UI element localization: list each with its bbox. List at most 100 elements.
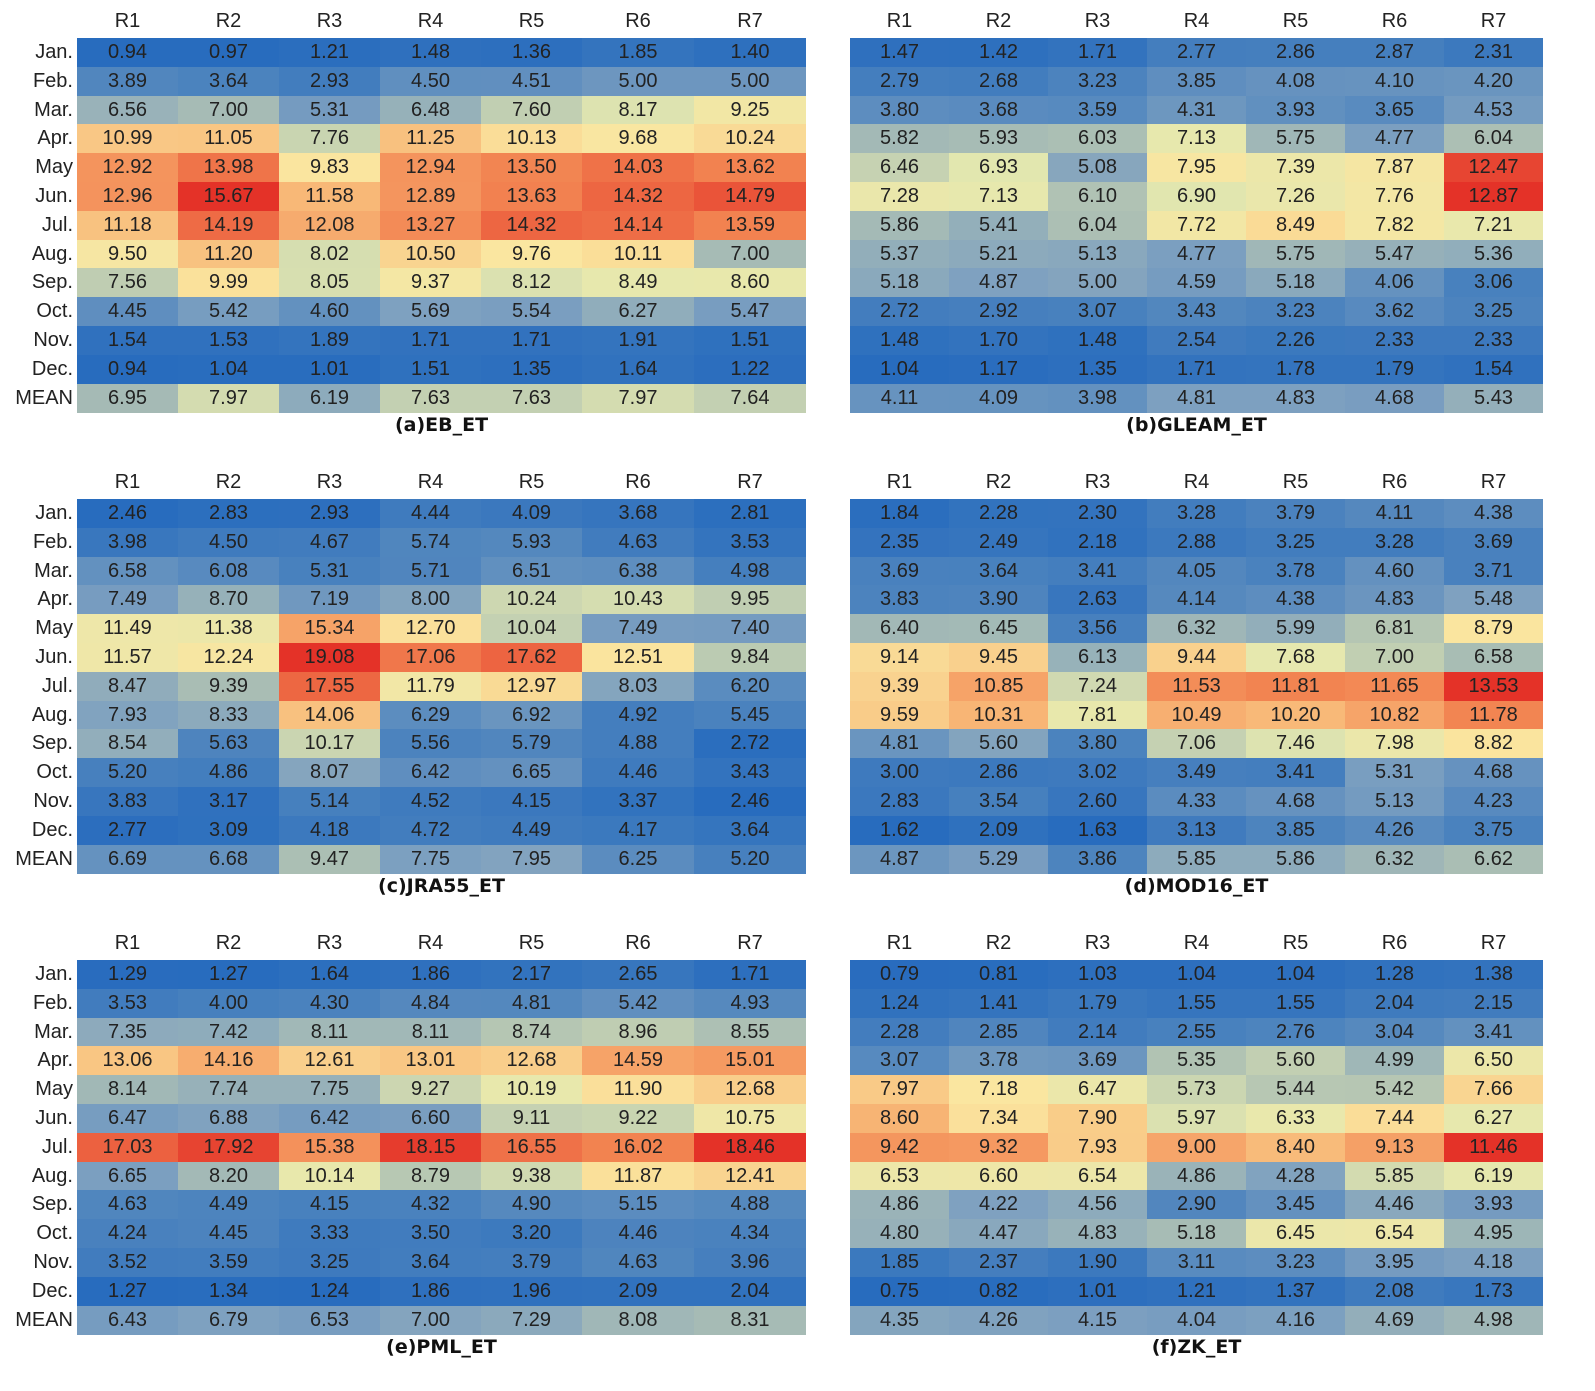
heatmap-cell: 2.87 (1345, 38, 1444, 67)
heatmap-cell: 8.55 (694, 1018, 806, 1047)
heatmap-cell: 1.85 (582, 38, 694, 67)
heatmap-cell: 5.93 (949, 124, 1048, 153)
heatmap-cell: 12.87 (1444, 182, 1543, 211)
heatmap-cell: 2.83 (850, 787, 949, 816)
row-label: May (35, 1078, 73, 1100)
row-label: Mar. (34, 560, 73, 582)
heatmap-cell: 6.38 (582, 557, 694, 586)
heatmap-cell: 2.28 (949, 499, 1048, 528)
column-header: R7 (737, 471, 763, 493)
row-label: Dec. (31, 819, 73, 841)
heatmap-cell: 5.63 (178, 729, 279, 758)
column-header: R4 (417, 932, 444, 954)
heatmap-cell: 7.74 (178, 1075, 279, 1104)
row-label: Feb. (32, 70, 73, 92)
heatmap-cell: 4.09 (949, 384, 1048, 413)
heatmap-cell: 13.06 (77, 1046, 178, 1075)
heatmap-cell: 6.20 (694, 672, 806, 701)
heatmap-cell: 1.51 (694, 326, 806, 355)
heatmap-cell: 16.55 (481, 1133, 582, 1162)
column-header: R3 (1084, 10, 1111, 32)
heatmap-cell: 6.60 (380, 1104, 481, 1133)
heatmap-cell: 6.92 (481, 701, 582, 730)
heatmap-cell: 11.05 (178, 124, 279, 153)
heatmap-cell: 2.14 (1048, 1018, 1147, 1047)
heatmap-cell: 3.98 (1048, 384, 1147, 413)
heatmap-cell: 1.17 (949, 355, 1048, 384)
column-header: R1 (886, 10, 913, 32)
heatmap-cell: 5.31 (279, 96, 380, 125)
heatmap-cell: 5.73 (1147, 1075, 1246, 1104)
heatmap-cell: 1.84 (850, 499, 949, 528)
heatmap-cell: 5.31 (279, 557, 380, 586)
heatmap-cell: 4.28 (1246, 1162, 1345, 1191)
heatmap-cell: 5.18 (850, 268, 949, 297)
heatmap-cell: 8.07 (279, 758, 380, 787)
heatmap-cell: 1.70 (949, 326, 1048, 355)
row-label: May (35, 156, 73, 178)
heatmap-cell: 9.00 (1147, 1133, 1246, 1162)
column-header: R3 (1084, 471, 1111, 493)
heatmap-cell: 3.43 (1147, 297, 1246, 326)
heatmap-cell: 11.49 (77, 614, 178, 643)
heatmap-cell: 7.13 (1147, 124, 1246, 153)
heatmap-cell: 11.78 (1444, 701, 1543, 730)
heatmap-cell: 8.40 (1246, 1133, 1345, 1162)
heatmap-cell: 3.93 (1444, 1190, 1543, 1219)
heatmap-cell: 7.28 (850, 182, 949, 211)
column-header: R3 (316, 932, 343, 954)
heatmap-cell: 4.26 (1345, 816, 1444, 845)
heatmap-cell: 0.94 (77, 38, 178, 67)
heatmap-cell: 7.44 (1345, 1104, 1444, 1133)
heatmap-cell: 5.21 (949, 240, 1048, 269)
heatmap-cell: 6.90 (1147, 182, 1246, 211)
heatmap-cell: 5.60 (949, 729, 1048, 758)
heatmap-cell: 15.38 (279, 1133, 380, 1162)
heatmap-cell: 8.96 (582, 1018, 694, 1047)
heatmap-cell: 2.81 (694, 499, 806, 528)
row-label: Dec. (31, 1280, 73, 1302)
row-label: Oct. (36, 761, 73, 783)
heatmap-cell: 1.71 (380, 326, 481, 355)
column-header: R3 (1084, 932, 1111, 954)
row-label: Aug. (31, 1165, 73, 1187)
heatmap-cell: 4.06 (1345, 268, 1444, 297)
heatmap-cell: 3.41 (1246, 758, 1345, 787)
heatmap-cell: 2.55 (1147, 1018, 1246, 1047)
heatmap-cell: 7.97 (178, 384, 279, 413)
heatmap-cell: 1.53 (178, 326, 279, 355)
heatmap-cell: 1.48 (1048, 326, 1147, 355)
heatmap-cell: 2.60 (1048, 787, 1147, 816)
heatmap-cell: 1.71 (1048, 38, 1147, 67)
heatmap-cell: 5.00 (694, 67, 806, 96)
heatmap-cell: 7.56 (77, 268, 178, 297)
heatmap-cell: 7.19 (279, 585, 380, 614)
heatmap-cell: 10.82 (1345, 701, 1444, 730)
heatmap-cell: 7.81 (1048, 701, 1147, 730)
heatmap-cell: 1.01 (279, 355, 380, 384)
heatmap-cell: 7.42 (178, 1018, 279, 1047)
heatmap-cell: 9.22 (582, 1104, 694, 1133)
heatmap-cell: 5.00 (582, 67, 694, 96)
panel-caption: (d)MOD16_ET (1124, 875, 1269, 897)
heatmap-cell: 7.35 (77, 1018, 178, 1047)
heatmap-cell: 12.97 (481, 672, 582, 701)
heatmap-cell: 7.49 (582, 614, 694, 643)
heatmap-cell: 3.89 (77, 67, 178, 96)
panel-caption: (b)GLEAM_ET (1126, 414, 1267, 436)
panel-caption: (a)EB_ET (394, 414, 489, 436)
heatmap-cell: 7.60 (481, 96, 582, 125)
heatmap-cell: 11.79 (380, 672, 481, 701)
heatmap-cell: 1.47 (850, 38, 949, 67)
heatmap-cell: 3.59 (1048, 96, 1147, 125)
heatmap-cell: 2.68 (949, 67, 1048, 96)
column-header: R7 (737, 932, 763, 954)
heatmap-cell: 6.54 (1048, 1162, 1147, 1191)
column-header: R2 (985, 10, 1012, 32)
heatmap-cell: 15.67 (178, 182, 279, 211)
heatmap-cell: 3.85 (1147, 67, 1246, 96)
heatmap-cell: 13.98 (178, 153, 279, 182)
heatmap-cell: 6.42 (380, 758, 481, 787)
heatmap-cell: 3.62 (1345, 297, 1444, 326)
heatmap-cell: 5.31 (1345, 758, 1444, 787)
